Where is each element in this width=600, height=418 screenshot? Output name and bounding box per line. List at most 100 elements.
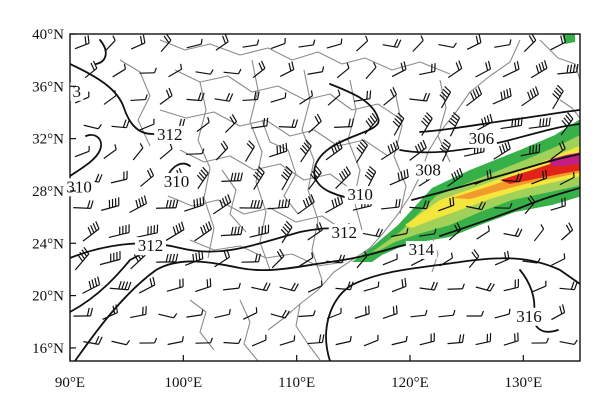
wind-barb-feather (83, 246, 90, 255)
wind-barb-feather (420, 35, 424, 41)
wind-barb-feather (569, 64, 573, 73)
wind-barb-feather (346, 281, 351, 290)
x-tick-label: 120°E (391, 375, 429, 391)
wind-barb-shaft (270, 97, 286, 103)
wind-barb-feather (282, 171, 290, 179)
wind-barb-feather (254, 253, 258, 262)
wind-barb-shaft (419, 233, 435, 237)
wind-barb-feather (485, 62, 489, 71)
wind-barb-shaft (326, 43, 342, 49)
wind-barb-feather (279, 248, 285, 257)
wind-barb-shaft (298, 44, 314, 48)
wind-barb-shaft (156, 207, 176, 209)
wind-barb-feather (312, 39, 316, 46)
wind-barb-feather (290, 282, 296, 291)
wind-barb-feather (79, 251, 86, 260)
wind-barb-shaft (438, 314, 454, 318)
wind-barb-feather (451, 114, 459, 122)
wind-barb-feather (452, 42, 457, 48)
wind-barb-feather (318, 222, 323, 231)
contour-306 (419, 109, 580, 133)
wind-barb-feather (406, 168, 409, 178)
contour-label: 310 (66, 177, 92, 196)
wind-barb-feather (229, 116, 235, 125)
wind-barb-shaft (74, 42, 90, 50)
wind-barb-shaft (252, 67, 266, 79)
wind-barb-feather (321, 66, 325, 72)
wind-barb-feather (91, 279, 95, 288)
wind-barb-shaft (112, 68, 126, 78)
wind-barb-feather (375, 228, 380, 237)
wind-barb-feather (169, 143, 173, 150)
wind-barb-feather (373, 62, 377, 68)
wind-barb-shaft (382, 313, 398, 319)
wind-barb-feather (220, 142, 227, 151)
wind-barb-shaft (158, 313, 174, 319)
contour-308 (399, 123, 580, 154)
wind-barb-feather (349, 281, 354, 290)
wind-barb-feather (124, 281, 129, 290)
wind-barb-feather (368, 305, 370, 314)
wind-barb-feather (98, 174, 103, 183)
wind-barb-feather (299, 147, 307, 155)
wind-barb-feather (281, 199, 284, 208)
wind-barb-shaft (279, 286, 295, 292)
wind-barb-shaft (559, 287, 575, 291)
wind-barb-feather (539, 118, 542, 127)
wind-barb-feather (287, 198, 291, 208)
wind-barb-shaft (463, 151, 485, 157)
wind-barb-feather (461, 283, 465, 289)
wind-barb-feather (230, 226, 234, 236)
x-tick-label: 130°E (504, 375, 542, 391)
wind-barb-shaft (503, 340, 519, 346)
wind-barb-shaft (494, 258, 510, 266)
wind-barb-feather (139, 142, 144, 149)
wind-barb-feather (201, 250, 204, 259)
wind-barb-shaft (308, 172, 322, 190)
wind-barb-feather (200, 226, 205, 235)
wind-barb-feather (221, 197, 226, 206)
wind-barb-feather (141, 196, 145, 206)
wind-barb-feather (560, 35, 564, 44)
wind-barb-feather (168, 87, 173, 96)
wind-barb-feather (254, 171, 262, 179)
wind-barb-feather (345, 166, 351, 174)
wind-barb-feather (199, 197, 202, 206)
wind-barb-shaft (186, 314, 202, 318)
wind-barb-shaft (356, 40, 368, 52)
wind-barb-shaft (139, 123, 155, 131)
wind-barb-shaft (327, 94, 341, 106)
wind-barb-shaft (130, 254, 146, 270)
wind-barb-feather (95, 221, 100, 230)
wind-barb-feather (118, 280, 122, 290)
wind-barb-feather (473, 249, 480, 257)
wind-barb-feather (94, 277, 98, 287)
contour-label-bg (412, 161, 444, 180)
wind-barb-feather (282, 226, 289, 234)
wind-barb-feather (472, 90, 478, 99)
wind-barbs (73, 34, 579, 347)
wind-barb-feather (84, 36, 87, 45)
wind-barb-feather (337, 196, 341, 205)
wind-barb-feather (340, 38, 343, 45)
wind-barb-feather (489, 113, 493, 123)
wind-barb-feather (424, 309, 428, 316)
wind-barb-feather (365, 306, 367, 315)
wind-barb-feather (153, 67, 157, 74)
wind-barb-shaft (551, 311, 565, 321)
wind-barb-feather (276, 145, 279, 155)
wind-barb-feather (266, 117, 269, 126)
wind-barb-feather (517, 117, 520, 126)
wind-barb-feather (434, 228, 437, 234)
wind-barb-feather (489, 283, 495, 292)
wind-barb-feather (281, 309, 287, 318)
wind-barb-feather (400, 62, 404, 72)
wind-barb-feather (527, 197, 534, 205)
wind-barb-shaft (476, 230, 490, 240)
wind-barb-feather (303, 142, 310, 150)
wind-barb-feather (330, 145, 335, 155)
wind-barb-feather (481, 201, 486, 210)
wind-barb-feather (307, 196, 313, 205)
wind-barb-feather (359, 141, 367, 149)
